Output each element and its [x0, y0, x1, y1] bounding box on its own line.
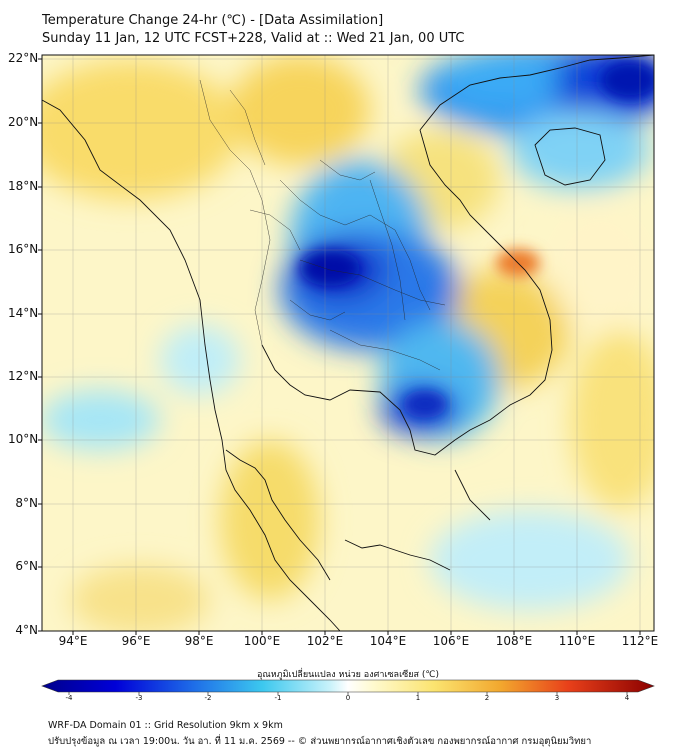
colorbar-title: อุณหภูมิเปลี่ยนแปลง หน่วย องศาเซลเซียส (…	[256, 670, 440, 680]
lat-label: 10°N	[8, 432, 39, 446]
map-title: Temperature Change 24-hr (℃) - [Data Ass…	[42, 13, 384, 28]
lon-label: 96°E	[121, 634, 151, 648]
colorbar-tick-label: -2	[204, 694, 212, 702]
colorbar-tick-label: 2	[484, 694, 490, 702]
colorbar-tick-label: 0	[345, 694, 351, 702]
lon-label: 106°E	[432, 634, 470, 648]
admin-borders	[199, 79, 446, 371]
lat-label: 4°N	[15, 623, 38, 637]
lon-label: 104°E	[369, 634, 407, 648]
lon-label: 98°E	[184, 634, 214, 648]
map-subtitle: Sunday 11 Jan, 12 UTC FCST+228, Valid at…	[42, 31, 465, 46]
colorbar-tick-label: 4	[624, 694, 630, 702]
lat-label: 12°N	[8, 369, 39, 383]
colorbar-tick-label: -4	[65, 694, 73, 702]
colorbar	[41, 679, 655, 693]
lat-label: 20°N	[8, 115, 39, 129]
colorbar-ticks	[68, 692, 628, 695]
axis-ticks	[38, 58, 641, 635]
colorbar-tick-label: 3	[554, 694, 560, 702]
footer-credit: ปรับปรุงข้อมูล ณ เวลา 19:00น. วัน อา. ที…	[48, 736, 592, 747]
lat-label: 6°N	[15, 559, 38, 573]
lon-label: 110°E	[558, 634, 596, 648]
lat-label: 22°N	[8, 51, 39, 65]
colorbar-tick-label: 1	[415, 694, 421, 702]
lon-label: 100°E	[243, 634, 281, 648]
lat-label: 14°N	[8, 306, 39, 320]
temperature-field	[42, 55, 654, 631]
lon-label: 112°E	[621, 634, 659, 648]
colorbar-tick-label: -1	[274, 694, 282, 702]
lon-label: 102°E	[306, 634, 344, 648]
map-frame	[41, 54, 655, 632]
colorbar-tick-label: -3	[135, 694, 143, 702]
lat-label: 18°N	[8, 179, 39, 193]
coastlines	[42, 55, 654, 631]
lat-label: 16°N	[8, 242, 39, 256]
graticule	[42, 55, 654, 631]
lon-label: 108°E	[495, 634, 533, 648]
lon-label: 94°E	[58, 634, 88, 648]
lat-label: 8°N	[15, 496, 38, 510]
footer-model-info: WRF-DA Domain 01 :: Grid Resolution 9km …	[48, 720, 283, 731]
